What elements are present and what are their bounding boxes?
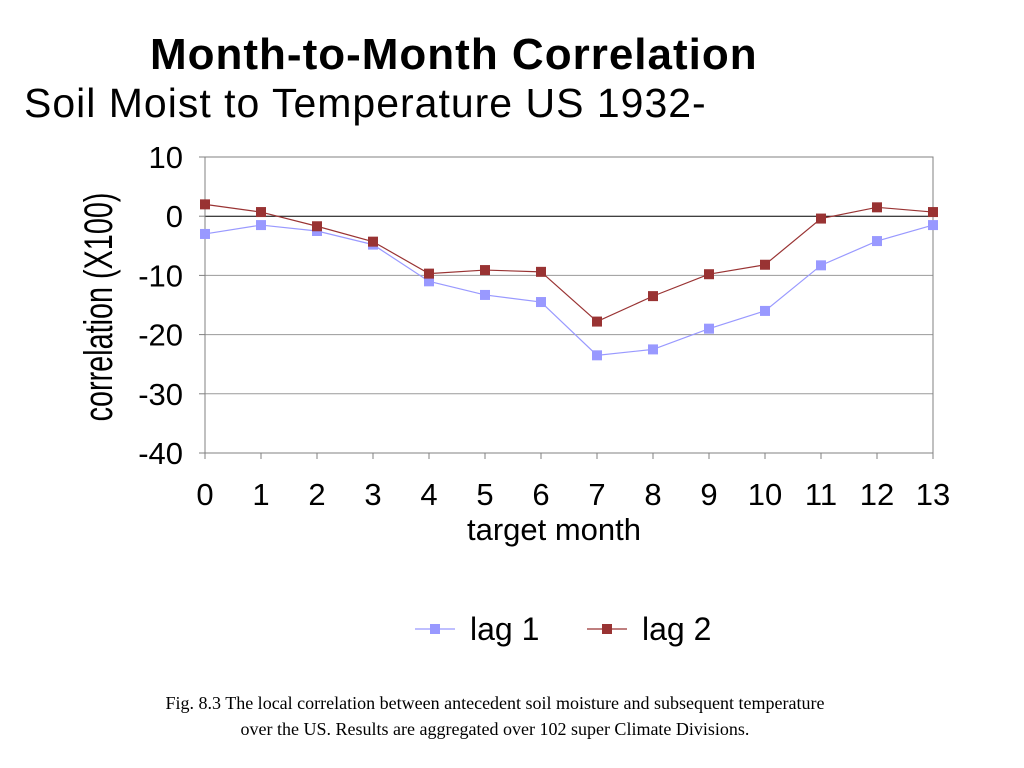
data-point-series-2 [872, 202, 882, 213]
chart-subtitle-wrap: Soil Moist to Temperature US 1932- [0, 80, 1024, 128]
data-point-series-1 [592, 350, 602, 361]
x-tick-label: 12 [860, 477, 894, 512]
caption-line-2: over the US. Results are aggregated over… [240, 719, 750, 739]
data-point-series-1 [760, 305, 770, 316]
y-tick-label: -10 [138, 258, 183, 293]
data-point-series-1 [928, 220, 938, 231]
data-point-series-2 [480, 265, 490, 276]
data-point-series-2 [256, 207, 266, 218]
data-point-series-1 [256, 220, 266, 231]
x-tick-label: 11 [805, 477, 837, 512]
data-point-series-1 [816, 260, 826, 271]
legend-marker-2 [602, 624, 612, 634]
caption-line-1: Fig. 8.3 The local correlation between a… [165, 693, 825, 713]
x-tick-label: 0 [196, 477, 213, 512]
line-chart: 100-10-20-30-400 1 2 3 4 5 6 7 8 9 10 11 12 13target … [76, 140, 950, 647]
data-point-series-1 [872, 236, 882, 247]
plot-border [204, 156, 934, 454]
legend-label-1: lag 1 [470, 611, 539, 647]
data-point-series-1 [480, 289, 490, 300]
legend-label-2: lag 2 [642, 611, 711, 647]
data-point-series-1 [704, 323, 714, 334]
x-tick-label: 8 [644, 477, 661, 512]
chart-title: Month-to-Month Correlation [150, 30, 758, 79]
data-point-series-1 [536, 297, 546, 308]
y-axis-title: correlation (X100) [76, 193, 121, 422]
data-point-series-1 [200, 228, 210, 239]
data-point-series-2 [928, 207, 938, 218]
x-tick-label: 1 [252, 477, 269, 512]
x-tick-label: 13 [916, 477, 950, 512]
legend-marker-1 [430, 624, 440, 634]
data-point-series-1 [424, 276, 434, 287]
x-tick-label: 4 [420, 477, 437, 512]
x-tick-label: 3 [364, 477, 381, 512]
x-tick-label: 9 [700, 477, 717, 512]
x-tick-label: 10 [748, 477, 782, 512]
x-axis-title: target month [467, 512, 641, 547]
x-tick-label: 6 [532, 477, 549, 512]
data-point-series-2 [760, 259, 770, 270]
data-point-series-2 [704, 269, 714, 280]
y-tick-label: 0 [166, 199, 183, 234]
x-tick-label: 2 [308, 477, 325, 512]
series-line-2 [204, 203, 934, 323]
x-tick-label: 5 [476, 477, 493, 512]
data-point-series-2 [312, 221, 322, 232]
data-point-series-2 [368, 236, 378, 247]
data-point-series-1 [648, 344, 658, 355]
y-tick-label: -40 [138, 436, 183, 471]
data-point-series-2 [536, 266, 546, 277]
y-tick-label: -30 [138, 377, 183, 412]
y-tick-label: -20 [138, 318, 183, 353]
y-tick-label: 10 [149, 140, 183, 175]
data-point-series-2 [816, 213, 826, 224]
data-point-series-2 [592, 316, 602, 327]
figure-caption: Fig. 8.3 The local correlation between a… [40, 690, 950, 742]
series-line-1 [204, 224, 934, 356]
chart-subtitle: Soil Moist to Temperature US 1932- [24, 80, 707, 126]
data-point-series-2 [200, 199, 210, 210]
data-point-series-2 [424, 268, 434, 279]
data-point-series-2 [648, 291, 658, 302]
x-tick-label: 7 [588, 477, 605, 512]
